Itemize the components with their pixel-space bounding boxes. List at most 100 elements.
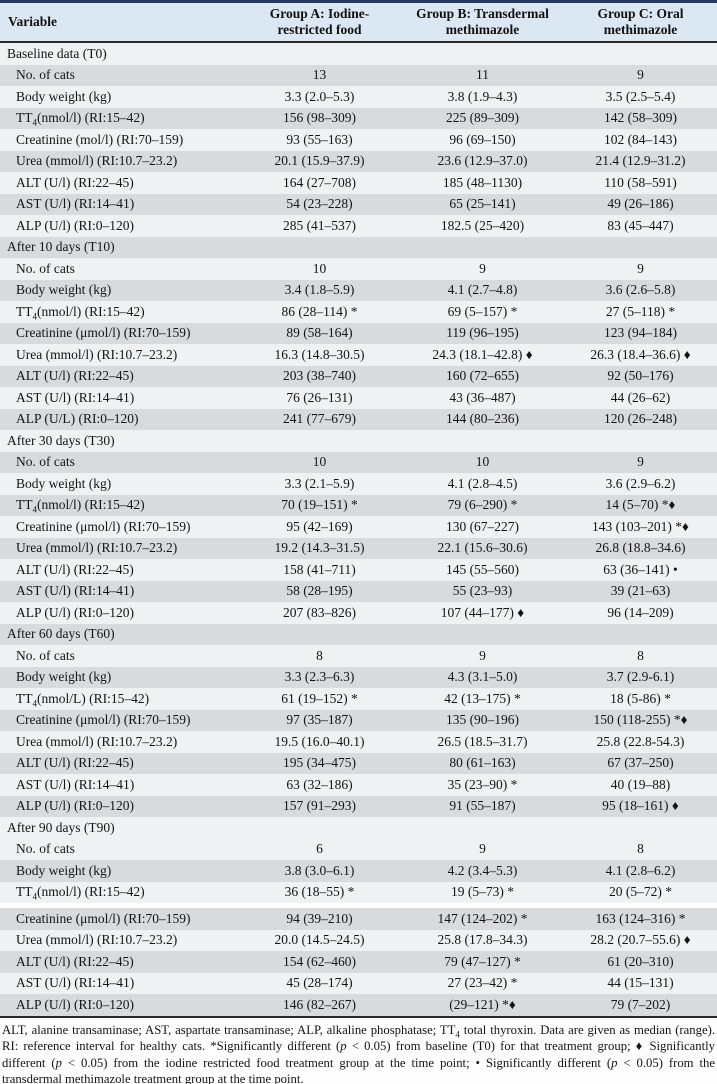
cell-value-group-c: 3.5 (2.5–5.4) bbox=[564, 86, 717, 108]
row-label: AST (U/l) (RI:14–41) bbox=[0, 193, 238, 215]
cell-value-group-b: 69 (5–157) * bbox=[401, 301, 564, 323]
section-title: Baseline data (T0) bbox=[0, 42, 717, 65]
cell-value-group-c: 61 (20–310) bbox=[564, 951, 717, 973]
cell-value-group-b: 119 (96–195) bbox=[401, 322, 564, 344]
cell-value-group-c: 44 (15–131) bbox=[564, 972, 717, 994]
cell-value-group-b: 65 (25–141) bbox=[401, 193, 564, 215]
group-c-line2: methimazole bbox=[603, 22, 678, 37]
cell-value-group-b: 225 (89–309) bbox=[401, 107, 564, 129]
cell-value-group-b: 9 bbox=[401, 838, 564, 860]
cell-value-group-a: 63 (32–186) bbox=[238, 774, 401, 796]
cell-value-group-b: 182.5 (25–420) bbox=[401, 215, 564, 237]
cell-value-group-a: 61 (19–152) * bbox=[238, 688, 401, 710]
cell-value-group-c: 25.8 (22.8-54.3) bbox=[564, 731, 717, 753]
footnote-text: total thyroxin. Data are given as median… bbox=[2, 1022, 715, 1054]
row-label: ALP (U/l) (RI:0–120) bbox=[0, 994, 238, 1017]
table-row: Urea (mmol/l) (RI:10.7–23.2) 19.5 (16.0–4… bbox=[0, 731, 717, 753]
cell-value-group-a: 3.4 (1.8–5.9) bbox=[238, 279, 401, 301]
cell-value-group-b: 19 (5–73) * bbox=[401, 881, 564, 903]
row-label: AST (U/l) (RI:14–41) bbox=[0, 387, 238, 409]
cell-value-group-b: 135 (90–196) bbox=[401, 709, 564, 731]
cell-value-group-b: 107 (44–177) ♦ bbox=[401, 602, 564, 624]
cell-value-group-a: 16.3 (14.8–30.5) bbox=[238, 344, 401, 366]
cell-value-group-b: 79 (6–290) * bbox=[401, 494, 564, 516]
cell-value-group-c: 26.3 (18.4–36.6) ♦ bbox=[564, 344, 717, 366]
table-row: AST (U/l) (RI:14–41) 54 (23–228) 65 (25–14… bbox=[0, 193, 717, 215]
row-label: Body weight (kg) bbox=[0, 860, 238, 882]
row-label: TT4(nmol/L) (RI:15–42) bbox=[0, 688, 238, 710]
row-label: Urea (mmol/l) (RI:10.7–23.2) bbox=[0, 150, 238, 172]
table-row: TT4(nmol/L) (RI:15–42) 61 (19–152) * 42 (1… bbox=[0, 688, 717, 710]
subscript-4: 4 bbox=[32, 504, 38, 515]
table-row: ALP (U/l) (RI:0–120) 146 (82–267) (29–121)… bbox=[0, 994, 717, 1017]
cell-value-group-b: 96 (69–150) bbox=[401, 129, 564, 151]
cell-value-group-b: 55 (23–93) bbox=[401, 580, 564, 602]
cell-value-group-a: 8 bbox=[238, 645, 401, 667]
cell-value-group-b: 10 bbox=[401, 451, 564, 473]
section-title: After 30 days (T30) bbox=[0, 430, 717, 452]
table-row: Creatinine (mol/l) (RI:70–159) 93 (55–163… bbox=[0, 129, 717, 151]
table-row: AST (U/l) (RI:14–41) 58 (28–195) 55 (23–93… bbox=[0, 580, 717, 602]
table-row: TT4(nmol/l) (RI:15–42) 156 (98–309) 225 (8… bbox=[0, 107, 717, 129]
cell-value-group-a: 164 (27–708) bbox=[238, 172, 401, 194]
subscript-4: 4 bbox=[455, 1029, 460, 1040]
table-row: ALT (U/l) (RI:22–45) 158 (41–711) 145 (55–… bbox=[0, 559, 717, 581]
table-row: TT4(nmol/l) (RI:15–42) 36 (18–55) * 19 (5–… bbox=[0, 881, 717, 903]
cell-value-group-b: 27 (23–42) * bbox=[401, 972, 564, 994]
cell-value-group-a: 157 (91–293) bbox=[238, 795, 401, 817]
section-title-row: After 30 days (T30) bbox=[0, 430, 717, 452]
cell-value-group-b: 79 (47–127) * bbox=[401, 951, 564, 973]
table-row: ALT (U/l) (RI:22–45) 203 (38–740) 160 (72–… bbox=[0, 365, 717, 387]
group-a-line2: restricted food bbox=[277, 22, 362, 37]
row-label: AST (U/l) (RI:14–41) bbox=[0, 972, 238, 994]
cell-value-group-c: 142 (58–309) bbox=[564, 107, 717, 129]
footnote-text: p bbox=[55, 1055, 62, 1070]
row-label: Urea (mmol/l) (RI:10.7–23.2) bbox=[0, 344, 238, 366]
cell-value-group-c: 3.6 (2.6–5.8) bbox=[564, 279, 717, 301]
cell-value-group-c: 150 (118-255) *♦ bbox=[564, 709, 717, 731]
cell-value-group-c: 27 (5–118) * bbox=[564, 301, 717, 323]
cell-value-group-b: 4.1 (2.8–4.5) bbox=[401, 473, 564, 495]
footnote-text: p bbox=[340, 1039, 347, 1053]
cell-value-group-c: 102 (84–143) bbox=[564, 129, 717, 151]
table-row: ALP (U/l) (RI:0–120) 157 (91–293) 91 (55–1… bbox=[0, 795, 717, 817]
footnote: ALT, alanine transaminase; AST, aspartat… bbox=[0, 1017, 717, 1084]
cell-value-group-a: 146 (82–267) bbox=[238, 994, 401, 1017]
table-row: Body weight (kg) 3.4 (1.8–5.9) 4.1 (2.7–4.… bbox=[0, 279, 717, 301]
subscript-4: 4 bbox=[32, 311, 38, 322]
cell-value-group-c: 26.8 (18.8–34.6) bbox=[564, 537, 717, 559]
table-body: Baseline data (T0) No. of cats 13 11 9 Body w… bbox=[0, 42, 717, 1017]
cell-value-group-c: 110 (58–591) bbox=[564, 172, 717, 194]
cell-value-group-b: 185 (48–1130) bbox=[401, 172, 564, 194]
cell-value-group-a: 20.1 (15.9–37.9) bbox=[238, 150, 401, 172]
section-title-row: After 60 days (T60) bbox=[0, 623, 717, 645]
cell-value-group-a: 158 (41–711) bbox=[238, 559, 401, 581]
table-row: No. of cats 13 11 9 bbox=[0, 64, 717, 86]
row-label: Body weight (kg) bbox=[0, 86, 238, 108]
row-label: ALT (U/l) (RI:22–45) bbox=[0, 559, 238, 581]
cell-value-group-c: 49 (26–186) bbox=[564, 193, 717, 215]
cell-value-group-a: 45 (28–174) bbox=[238, 972, 401, 994]
footnote-text: < 0.05) from baseline (T0) for that trea… bbox=[2, 1039, 715, 1070]
cell-value-group-a: 203 (38–740) bbox=[238, 365, 401, 387]
page-break-gap bbox=[0, 903, 717, 908]
table-row: ALP (U/l) (RI:0–120) 207 (83–826) 107 (44–… bbox=[0, 602, 717, 624]
cell-value-group-b: 4.3 (3.1–5.0) bbox=[401, 666, 564, 688]
cell-value-group-a: 89 (58–164) bbox=[238, 322, 401, 344]
cell-value-group-c: 4.1 (2.8–6.2) bbox=[564, 860, 717, 882]
row-label: ALT (U/l) (RI:22–45) bbox=[0, 951, 238, 973]
cell-value-group-a: 86 (28–114) * bbox=[238, 301, 401, 323]
cell-value-group-b: 22.1 (15.6–30.6) bbox=[401, 537, 564, 559]
table-row: TT4(nmol/l) (RI:15–42) 86 (28–114) * 69 (5… bbox=[0, 301, 717, 323]
cell-value-group-c: 39 (21–63) bbox=[564, 580, 717, 602]
table-row: No. of cats 10 9 9 bbox=[0, 258, 717, 280]
row-label: Creatinine (μmol/l) (RI:70–159) bbox=[0, 516, 238, 538]
row-label: TT4(nmol/l) (RI:15–42) bbox=[0, 107, 238, 129]
row-label: ALT (U/l) (RI:22–45) bbox=[0, 752, 238, 774]
row-label: TT4(nmol/l) (RI:15–42) bbox=[0, 494, 238, 516]
row-label: No. of cats bbox=[0, 451, 238, 473]
row-label: Creatinine (μmol/l) (RI:70–159) bbox=[0, 709, 238, 731]
cell-value-group-a: 13 bbox=[238, 64, 401, 86]
cell-value-group-c: 63 (36–141) • bbox=[564, 559, 717, 581]
row-label: Urea (mmol/l) (RI:10.7–23.2) bbox=[0, 929, 238, 951]
